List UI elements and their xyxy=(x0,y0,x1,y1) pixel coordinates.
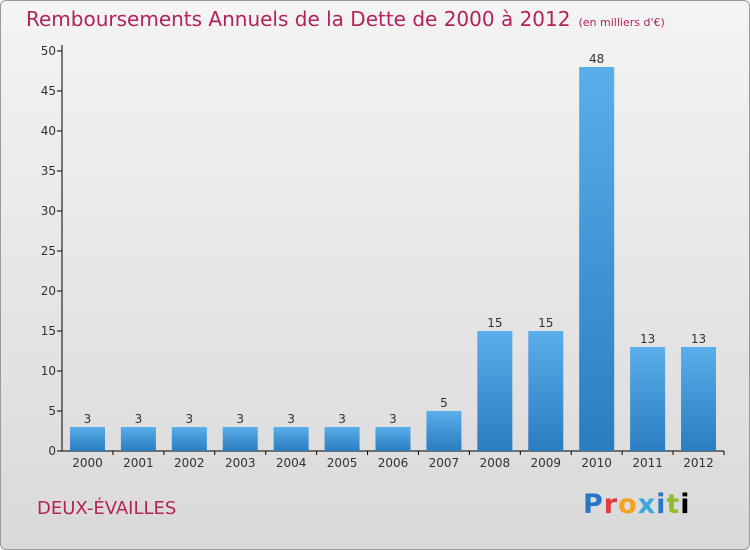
x-tick-label: 2009 xyxy=(530,456,561,470)
y-tick-label: 5 xyxy=(48,404,56,418)
bar xyxy=(630,347,666,451)
y-tick-label: 20 xyxy=(41,284,56,298)
bar xyxy=(426,411,462,451)
x-tick-label: 2010 xyxy=(581,456,612,470)
bar-value-label: 13 xyxy=(691,332,706,346)
bar xyxy=(273,427,309,451)
x-tick-label: 2006 xyxy=(378,456,409,470)
x-tick-label: 2011 xyxy=(632,456,663,470)
y-tick-label: 10 xyxy=(41,364,56,378)
chart-title: Remboursements Annuels de la Dette de 20… xyxy=(26,7,665,31)
bar-value-label: 15 xyxy=(538,316,553,330)
bar xyxy=(681,347,717,451)
bar xyxy=(171,427,207,451)
bar-value-label: 3 xyxy=(236,412,244,426)
x-tick-label: 2001 xyxy=(123,456,154,470)
bar-value-label: 5 xyxy=(440,396,448,410)
x-tick-label: 2008 xyxy=(480,456,511,470)
y-tick-label: 15 xyxy=(41,324,56,338)
bar xyxy=(528,331,564,451)
bar-value-label: 3 xyxy=(185,412,193,426)
x-tick-label: 2000 xyxy=(72,456,103,470)
bar xyxy=(324,427,360,451)
bar-value-label: 3 xyxy=(389,412,397,426)
x-tick-label: 2002 xyxy=(174,456,205,470)
bar-value-label: 3 xyxy=(135,412,143,426)
bar xyxy=(375,427,411,451)
unit-note: (en milliers d'€) xyxy=(578,16,665,29)
bar-value-label: 3 xyxy=(287,412,295,426)
y-tick-label: 0 xyxy=(48,444,56,458)
y-tick-label: 35 xyxy=(41,164,56,178)
x-tick-label: 2004 xyxy=(276,456,307,470)
y-tick-label: 45 xyxy=(41,84,56,98)
bar-value-label: 3 xyxy=(84,412,92,426)
y-tick-label: 30 xyxy=(41,204,56,218)
x-tick-label: 2005 xyxy=(327,456,358,470)
bar-value-label: 3 xyxy=(338,412,346,426)
y-tick-label: 40 xyxy=(41,124,56,138)
x-tick-label: 2012 xyxy=(683,456,714,470)
bar-value-label: 13 xyxy=(640,332,655,346)
x-tick-label: 2003 xyxy=(225,456,256,470)
chart-title-text: Remboursements Annuels de la Dette de 20… xyxy=(26,7,571,31)
y-tick-label: 50 xyxy=(41,44,56,58)
bar xyxy=(69,427,105,451)
bar-value-label: 15 xyxy=(487,316,502,330)
x-tick-label: 2007 xyxy=(429,456,460,470)
bar xyxy=(579,67,615,451)
commune-name: DEUX-ÉVAILLES xyxy=(37,498,177,519)
bar xyxy=(222,427,258,451)
proxiti-logo: Proxiti xyxy=(583,489,691,520)
bar xyxy=(120,427,156,451)
bar-value-label: 48 xyxy=(589,52,604,66)
bar xyxy=(477,331,513,451)
y-tick-label: 25 xyxy=(41,244,56,258)
